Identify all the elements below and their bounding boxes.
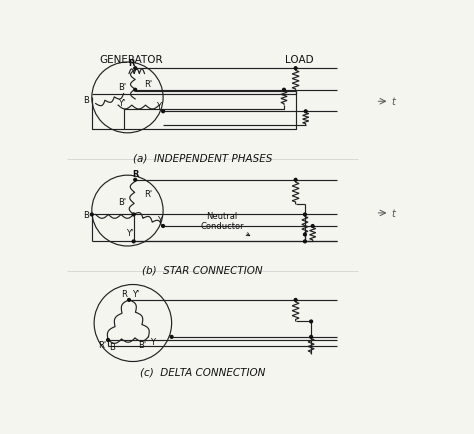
Text: t: t	[391, 97, 395, 107]
Text: (b)  STAR CONNECTION: (b) STAR CONNECTION	[142, 264, 263, 274]
Text: Y: Y	[150, 337, 155, 346]
Text: Y': Y'	[118, 99, 125, 108]
Text: t: t	[391, 208, 395, 218]
Circle shape	[134, 179, 137, 182]
Circle shape	[304, 111, 307, 113]
Circle shape	[134, 68, 137, 70]
Text: R: R	[128, 59, 135, 68]
Circle shape	[311, 225, 314, 228]
Text: B': B'	[118, 197, 126, 207]
Text: R: R	[121, 290, 127, 299]
Text: GENERATOR: GENERATOR	[100, 55, 163, 65]
Text: B': B'	[118, 83, 126, 92]
Circle shape	[134, 89, 137, 92]
Text: (a)  INDEPENDENT PHASES: (a) INDEPENDENT PHASES	[133, 153, 272, 163]
Text: B: B	[83, 96, 90, 105]
Circle shape	[310, 320, 312, 323]
Circle shape	[128, 299, 130, 302]
Circle shape	[303, 214, 306, 216]
Circle shape	[132, 240, 135, 243]
Text: (c)  DELTA CONNECTION: (c) DELTA CONNECTION	[140, 367, 265, 377]
Circle shape	[294, 299, 297, 302]
Text: Y: Y	[156, 102, 161, 111]
Text: B: B	[109, 342, 115, 352]
Text: Neutral
Conductor: Neutral Conductor	[200, 211, 250, 236]
Text: B': B'	[138, 340, 146, 349]
Circle shape	[294, 68, 297, 70]
Circle shape	[283, 89, 285, 92]
Circle shape	[170, 336, 173, 339]
Text: Y': Y'	[127, 228, 134, 237]
Text: Y': Y'	[132, 290, 139, 299]
Text: R': R'	[145, 190, 153, 199]
Text: B: B	[83, 210, 90, 220]
Circle shape	[162, 111, 164, 113]
Circle shape	[303, 240, 306, 243]
Text: LOAD: LOAD	[285, 55, 314, 65]
Circle shape	[162, 225, 164, 228]
Circle shape	[310, 336, 312, 339]
Circle shape	[107, 339, 109, 342]
Circle shape	[303, 233, 306, 236]
Text: R: R	[132, 170, 138, 179]
Text: R': R'	[145, 80, 153, 89]
Circle shape	[294, 179, 297, 182]
Text: R': R'	[99, 340, 107, 349]
Text: Y: Y	[156, 216, 162, 225]
Circle shape	[132, 214, 135, 216]
Circle shape	[91, 214, 93, 216]
